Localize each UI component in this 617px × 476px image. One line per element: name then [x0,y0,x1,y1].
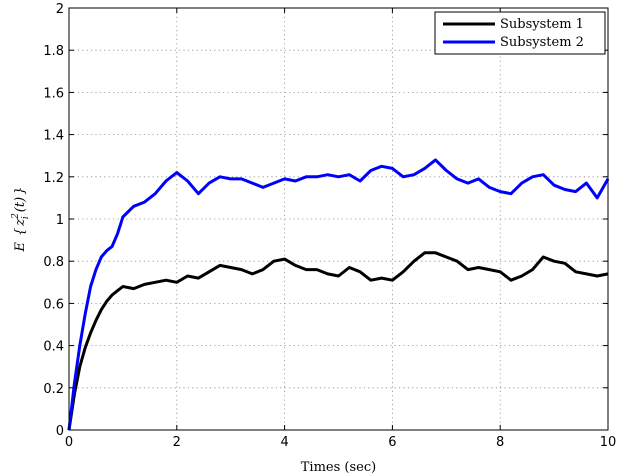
x-tick-label: 4 [280,435,288,450]
y-tick-label: 0.6 [43,297,64,312]
y-tick-label: 1.6 [43,86,64,101]
y-tick-label: 1 [56,213,64,228]
y-axis-title-e: E [13,241,28,252]
y-tick-label: 0.2 [43,382,64,397]
y-tick-label: 0 [56,424,64,439]
legend-label-1: Subsystem 1 [500,17,584,32]
y-tick-label: 2 [56,2,64,17]
y-tick-label: 1.2 [43,171,64,186]
series-line-2 [67,158,610,431]
y-tick-label: 1.4 [43,129,64,144]
y-axis-title: E{z2i(t)} [11,187,31,253]
x-tick-label: 8 [496,435,504,450]
grid-lines [69,8,608,430]
legend: Subsystem 1 Subsystem 2 [434,11,606,55]
y-tick-label: 0.8 [43,255,64,270]
x-tick-label: 2 [173,435,181,450]
axis-ticks: 0 2 4 6 8 10 0 0.2 0.4 0.6 0.8 1 1.2 1.4 1.6 1.8 2 [43,2,616,450]
x-axis-title: Times (sec) [301,460,376,475]
x-tick-label: 10 [600,435,617,450]
x-tick-label: 6 [388,435,396,450]
series-lines [67,158,610,431]
legend-label-2: Subsystem 2 [500,35,584,50]
legend-box [434,11,606,55]
y-tick-label: 1.8 [43,44,64,59]
y-tick-label: 0.4 [43,340,64,355]
series-line-1 [67,251,609,431]
x-tick-label: 0 [65,435,73,450]
